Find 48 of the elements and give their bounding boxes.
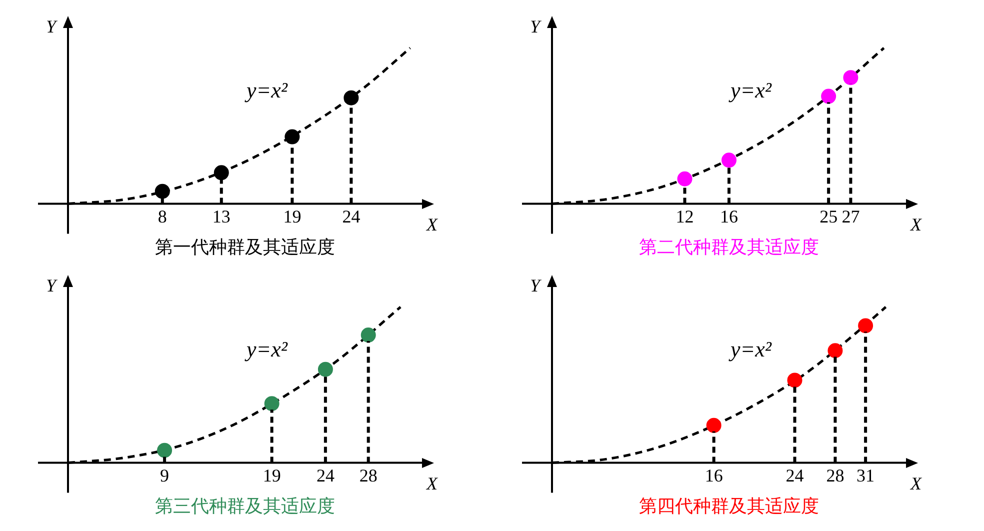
y-axis-title: Y [46, 276, 58, 296]
x-tick-label: 31 [856, 465, 875, 486]
point [360, 328, 376, 343]
point [722, 152, 736, 168]
x-tick-label: 16 [704, 465, 723, 486]
x-tick-label: 19 [262, 465, 281, 486]
text: 第二代种群及其适应度 [639, 236, 819, 258]
x-axis-title: X [426, 214, 438, 235]
x-axis-title: X [910, 214, 922, 235]
x-tick-label: 13 [212, 206, 230, 226]
y-axis-title: Y [530, 276, 542, 296]
annotation: y=x² [244, 336, 288, 362]
x-tick-label: 28 [359, 465, 378, 486]
text: 第一代种群及其适应度 [155, 236, 335, 258]
x-tick-label: 24 [316, 465, 334, 486]
x-axis-title: X [910, 474, 922, 494]
x-tick-label: 27 [842, 206, 860, 226]
point [821, 88, 836, 104]
x-axis-title: X [426, 474, 438, 494]
point [157, 442, 172, 458]
x-tick-label: 24 [786, 465, 804, 486]
text: 第三代种群及其适应度 [155, 496, 335, 517]
x-tick-label: 19 [283, 206, 302, 226]
x-tick-label: 12 [676, 206, 694, 226]
point [318, 362, 333, 377]
point [858, 318, 874, 334]
point [828, 343, 843, 358]
point [787, 372, 802, 388]
text: 第四代种群及其适应度 [639, 496, 819, 517]
x-tick-label: 9 [160, 465, 170, 486]
x-tick-label: 8 [158, 206, 167, 226]
annotation: y=x² [728, 336, 772, 362]
x-tick-label: 25 [820, 206, 838, 226]
annotation: y=x² [244, 77, 288, 102]
annotation: y=x² [728, 77, 772, 102]
y-axis-title: Y [530, 16, 542, 37]
x-tick-label: 24 [342, 206, 360, 226]
y-axis-title: Y [46, 16, 58, 37]
point [284, 129, 300, 144]
point [154, 184, 170, 199]
point [706, 418, 722, 433]
x-tick-label: 16 [720, 206, 738, 226]
x-tick-label: 28 [826, 465, 844, 486]
point [677, 171, 692, 186]
point [344, 90, 359, 106]
point [843, 70, 858, 86]
point [214, 165, 229, 180]
point [264, 396, 280, 412]
